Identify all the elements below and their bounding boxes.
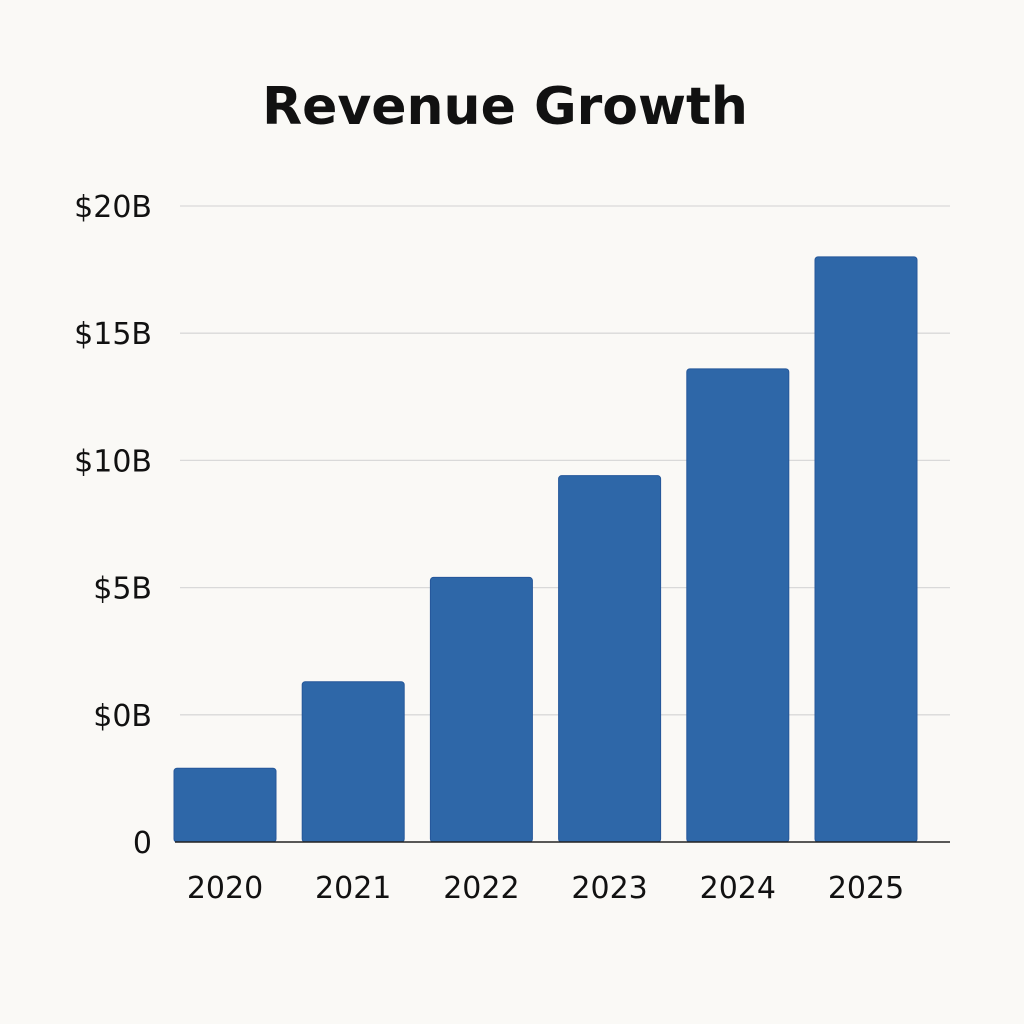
chart-title: Revenue Growth (262, 77, 748, 137)
x-axis-ticks: 2020 2021 2022 2023 2024 2025 (187, 871, 904, 906)
y-tick-label: $10B (74, 444, 152, 479)
bars (173, 256, 918, 843)
y-tick-label: 0 (133, 826, 152, 861)
bar-2020 (173, 767, 277, 843)
y-tick-label: $15B (74, 317, 152, 352)
bar-2023 (558, 475, 662, 843)
x-tick-label: 2020 (187, 871, 263, 906)
y-tick-label: $20B (74, 190, 152, 225)
x-tick-label: 2022 (443, 871, 519, 906)
x-tick-label: 2021 (315, 871, 391, 906)
y-tick-label: $5B (93, 572, 152, 607)
x-tick-label: 2025 (828, 871, 904, 906)
y-axis-ticks: 0 $0B $5B $10B $15B $20B (74, 190, 152, 861)
x-tick-label: 2024 (700, 871, 776, 906)
y-tick-label: $0B (93, 699, 152, 734)
bar-2022 (429, 576, 533, 843)
bar-2024 (686, 368, 790, 843)
bar-2025 (814, 256, 918, 843)
bar-2021 (301, 681, 405, 843)
x-tick-label: 2023 (571, 871, 647, 906)
